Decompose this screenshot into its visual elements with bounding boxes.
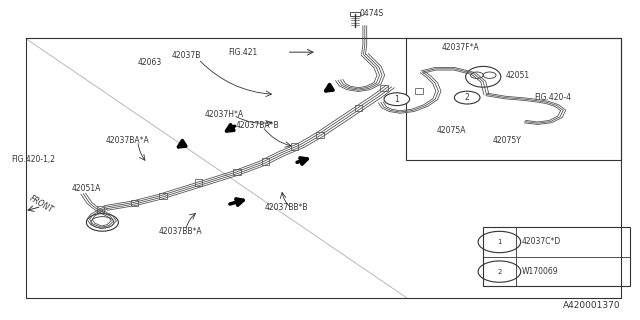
Text: 1: 1 xyxy=(394,95,399,104)
Text: 42051: 42051 xyxy=(506,71,530,80)
Text: 1: 1 xyxy=(497,239,502,245)
Text: W170069: W170069 xyxy=(522,267,558,276)
Text: 2: 2 xyxy=(497,268,502,275)
Text: 42037F*A: 42037F*A xyxy=(442,43,479,52)
Bar xyxy=(380,85,388,91)
Bar xyxy=(131,200,138,206)
Circle shape xyxy=(384,93,410,106)
Text: 42037BB*B: 42037BB*B xyxy=(264,203,308,212)
Text: 42037BA*A: 42037BA*A xyxy=(106,136,149,145)
Text: 42037BA*B: 42037BA*B xyxy=(236,121,279,130)
Text: 42075Y: 42075Y xyxy=(493,136,522,145)
Text: FRONT: FRONT xyxy=(28,195,55,215)
Text: 42075A: 42075A xyxy=(437,126,467,135)
Bar xyxy=(291,143,298,150)
Text: FIG.421: FIG.421 xyxy=(228,48,257,57)
Text: A420001370: A420001370 xyxy=(563,301,621,310)
Bar xyxy=(97,206,104,213)
Text: FIG.420-4: FIG.420-4 xyxy=(534,93,572,102)
Text: FIG.420-1,2: FIG.420-1,2 xyxy=(12,155,56,164)
Text: 42037B: 42037B xyxy=(172,51,201,60)
Text: 42063: 42063 xyxy=(138,58,162,67)
Text: 42037BB*A: 42037BB*A xyxy=(159,227,202,236)
Bar xyxy=(415,88,423,94)
Text: 42037H*A: 42037H*A xyxy=(205,110,244,119)
Text: 0474S: 0474S xyxy=(360,9,384,18)
Text: 42051A: 42051A xyxy=(72,184,101,193)
Bar xyxy=(159,193,167,199)
Bar xyxy=(262,158,269,165)
Bar xyxy=(316,132,324,138)
Bar xyxy=(406,38,621,160)
Text: 2: 2 xyxy=(465,93,470,102)
Text: 42037C*D: 42037C*D xyxy=(522,237,561,246)
Bar xyxy=(26,38,621,298)
Bar xyxy=(195,179,202,186)
Bar xyxy=(233,169,241,175)
Bar xyxy=(483,227,630,286)
Bar xyxy=(350,12,360,16)
Bar xyxy=(355,105,362,111)
Circle shape xyxy=(454,91,480,104)
